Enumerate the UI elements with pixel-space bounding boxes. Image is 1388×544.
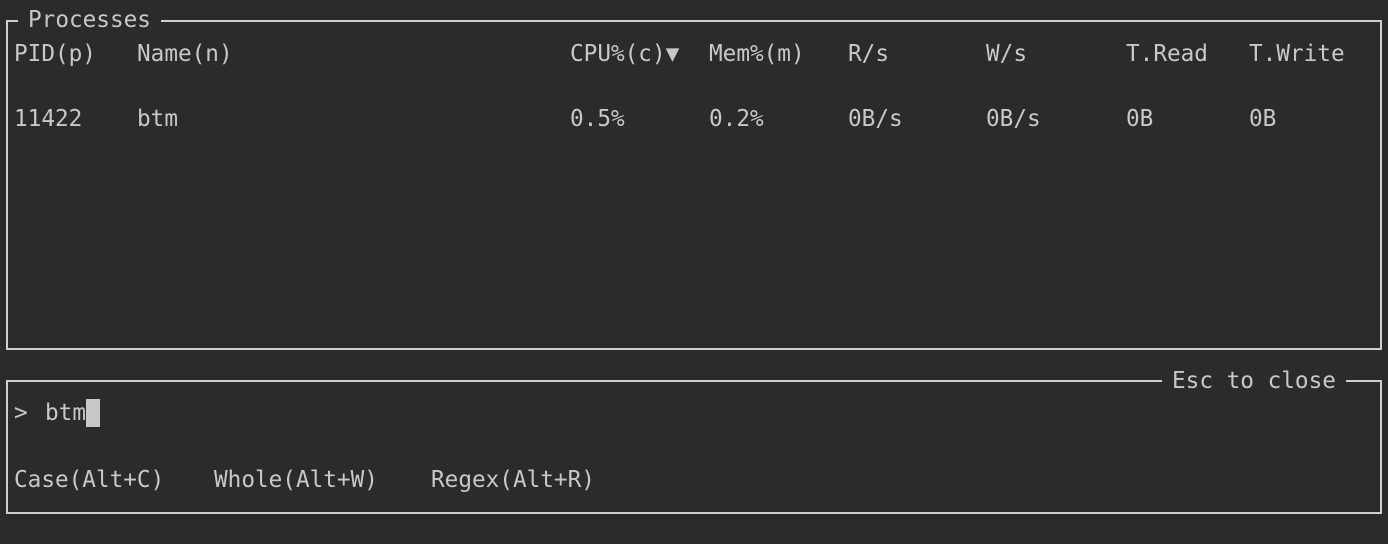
column-header-name[interactable]: Name(n) <box>137 41 233 67</box>
search-query: btm <box>45 400 86 426</box>
cell-name: btm <box>137 106 178 132</box>
column-header-read-rate[interactable]: R/s <box>848 41 889 67</box>
cell-read-rate: 0B/s <box>848 106 903 132</box>
cell-write-rate: 0B/s <box>986 106 1041 132</box>
column-header-total-read[interactable]: T.Read <box>1126 41 1208 67</box>
column-header-write-rate[interactable]: W/s <box>986 41 1027 67</box>
processes-panel <box>6 20 1382 350</box>
cell-total-read: 0B <box>1126 106 1154 132</box>
text-cursor <box>85 399 100 427</box>
case-toggle[interactable]: Case(Alt+C) <box>14 467 165 493</box>
regex-toggle[interactable]: Regex(Alt+R) <box>431 467 595 493</box>
whole-word-toggle[interactable]: Whole(Alt+W) <box>214 467 378 493</box>
column-header-cpu[interactable]: CPU%(c)▼ <box>570 41 680 67</box>
search-prompt-icon: > <box>14 400 28 426</box>
column-header-total-write[interactable]: T.Write <box>1249 41 1345 67</box>
close-hint[interactable]: Esc to close <box>1162 367 1346 395</box>
cell-pid: 11422 <box>14 106 83 132</box>
processes-title: Processes <box>18 6 161 34</box>
search-input[interactable]: btm <box>45 399 100 427</box>
cell-cpu: 0.5% <box>570 106 625 132</box>
column-header-pid[interactable]: PID(p) <box>14 41 96 67</box>
cell-mem: 0.2% <box>709 106 764 132</box>
cell-total-write: 0B <box>1249 106 1277 132</box>
column-header-mem[interactable]: Mem%(m) <box>709 41 805 67</box>
search-panel <box>6 380 1382 514</box>
